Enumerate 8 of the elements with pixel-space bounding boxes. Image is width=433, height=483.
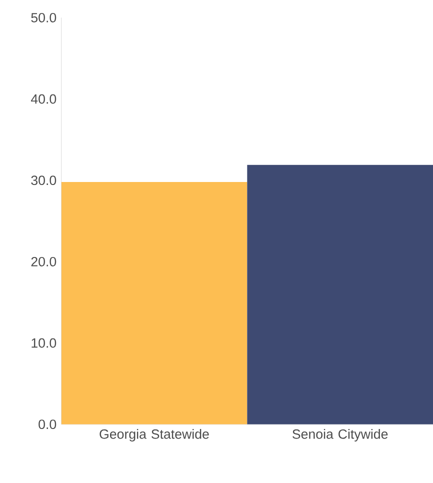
x-tick-label: Senoia Citywide (292, 429, 388, 442)
y-tick-label: 40.0 (30, 94, 56, 104)
y-tick-label: 10.0 (32, 338, 56, 348)
y-tick-label: 30.0 (31, 176, 56, 186)
y-tick-label: 0.0 (38, 420, 56, 430)
y-tick-label: 20.0 (31, 256, 56, 266)
x-tick-label: Georgia Statewide (100, 429, 209, 442)
y-tick-label: 50.0 (31, 12, 56, 22)
